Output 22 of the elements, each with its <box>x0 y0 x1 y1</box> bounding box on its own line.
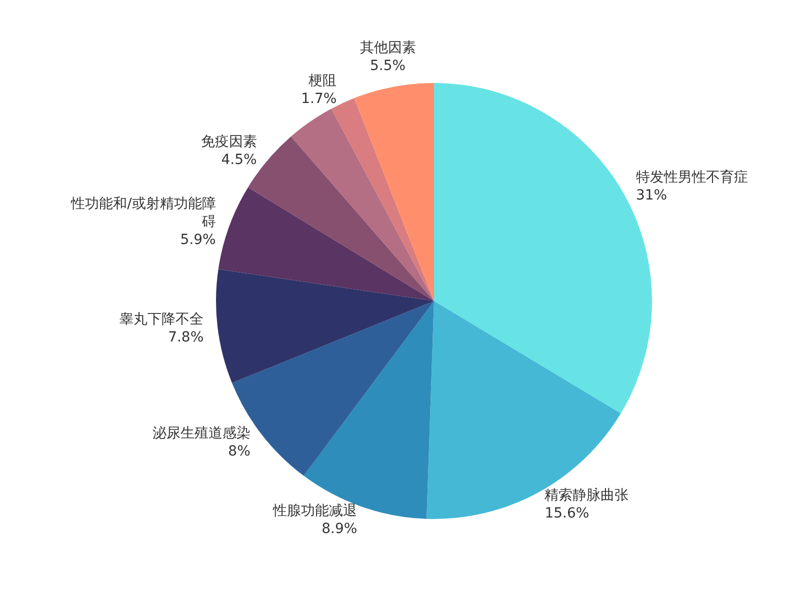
slice-label: 其他因素 <box>360 40 416 56</box>
slice-label: 特发性男性不育症 <box>636 168 748 186</box>
data-label: 7.8% <box>168 329 204 346</box>
slice-label: 性功能和/或射精功能障碍 <box>70 196 216 230</box>
pie-slice <box>290 108 434 301</box>
data-label: 4.5% <box>221 152 257 168</box>
data-label: 8% <box>228 444 250 460</box>
data-label: 1.7% <box>301 91 337 108</box>
slice-label: 性腺功能减退 <box>272 502 358 519</box>
slice-label: 睾丸下降不全 <box>120 311 204 328</box>
data-label: 31% <box>636 188 668 204</box>
data-label: 15.6% <box>544 506 590 522</box>
slice-label: 梗阻 <box>308 73 337 90</box>
pie-slice <box>354 83 434 301</box>
pie-slice <box>218 187 434 301</box>
data-label: 8.9% <box>322 520 358 537</box>
data-label: 5.5% <box>370 58 406 74</box>
slice-label: 精索静脉曲张 <box>544 488 629 504</box>
pie-slice <box>216 269 434 383</box>
slice-label: 免疫因素 <box>200 134 257 150</box>
data-label: 5.9% <box>180 232 216 248</box>
slice-label: 泌尿生殖道感染 <box>152 426 250 442</box>
